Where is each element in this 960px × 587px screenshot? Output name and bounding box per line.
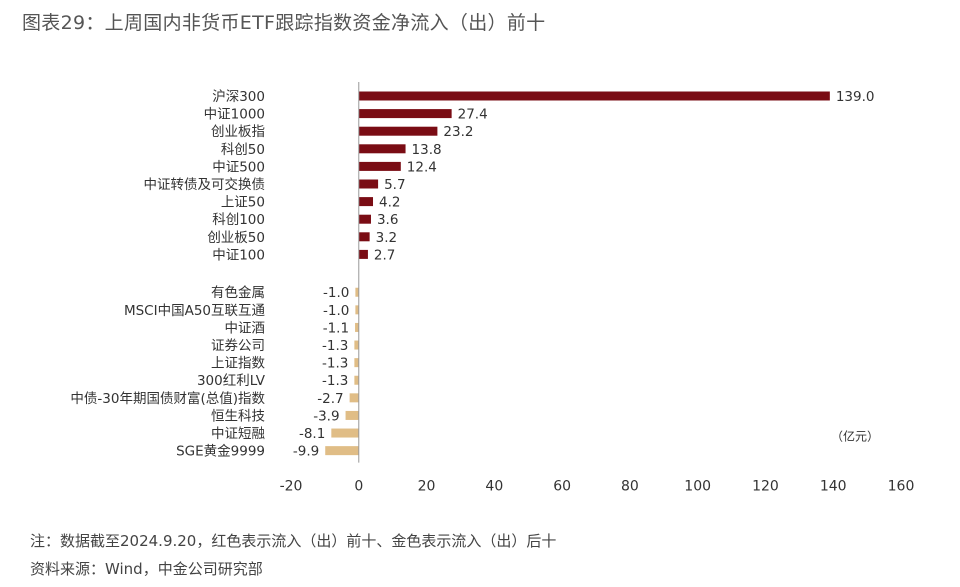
bar [358,91,830,101]
chart-area: 沪深300 139.0 中证1000 27.4 创业板指 23.2 科创50 13.8 中证50… [8,42,952,510]
category-label: 有色金属 [211,284,265,301]
bar [358,197,374,207]
data-label: 12.4 [407,159,437,175]
data-label: -8.1 [299,426,325,442]
x-tick-label: 160 [888,479,915,495]
data-label: 4.2 [379,195,400,211]
category-label: MSCI中国A50互联互通 [124,303,266,319]
category-label: 创业板指 [211,124,265,140]
x-tick-label: 40 [485,479,503,495]
category-label: 创业板50 [207,230,265,246]
source-note: 资料来源：Wind，中金公司研究部 [30,560,263,578]
bar [325,446,359,456]
x-tick-label: 140 [820,479,847,495]
data-label: 2.7 [374,247,395,263]
x-tick-label: 60 [553,479,571,495]
bar [354,358,359,368]
footnote: 注：数据截至2024.9.20，红色表示流入（出）前十、金色表示流入（出）后十 [30,532,557,550]
bar [358,126,438,136]
data-label: -1.1 [323,320,349,336]
bar [355,322,359,332]
data-label: -3.9 [313,408,339,424]
bar [358,109,452,119]
data-label: -1.0 [323,285,349,301]
data-label: -1.3 [322,356,348,372]
category-label: 证券公司 [211,338,265,354]
data-label: 23.2 [443,124,473,140]
bar [331,428,359,438]
data-label: 3.2 [376,230,397,246]
category-label: 中证1000 [204,107,265,123]
category-label: 上证指数 [211,356,265,372]
data-label: -1.0 [323,303,349,319]
category-label: SGE黄金9999 [176,444,265,460]
bar [355,287,359,297]
x-tick-label: 20 [418,479,436,495]
bar [358,232,370,242]
bar [358,144,406,154]
category-label: 中债-30年期国债财富(总值)指数 [70,390,265,407]
x-tick-label: 100 [684,479,711,495]
bar [354,340,359,350]
bar [358,214,371,224]
data-label: 5.7 [384,177,405,193]
category-label: 300红利LV [197,373,266,389]
category-label: 中证短融 [211,426,265,442]
x-tick-label: 0 [354,479,363,495]
category-label: 中证100 [212,247,265,263]
x-tick-label: 120 [752,479,779,495]
bar [345,410,359,420]
category-label: 中证酒 [225,320,266,336]
category-label: 沪深300 [212,89,265,105]
bar [358,249,368,259]
category-label: 中证转债及可交换债 [144,176,266,193]
data-label: 139.0 [836,89,875,105]
data-label: -9.9 [293,444,319,460]
bar [358,179,379,189]
chart-title: 图表29：上周国内非货币ETF跟踪指数资金净流入（出）前十 [22,12,546,34]
category-label: 中证500 [212,159,265,175]
data-label: 13.8 [412,142,442,158]
bar [349,393,359,403]
data-label: -1.3 [322,338,348,354]
x-tick-label: 80 [621,479,639,495]
data-label: -1.3 [322,373,348,389]
category-label: 科创100 [212,212,265,228]
data-label: -2.7 [317,391,343,407]
bar [355,305,359,315]
bar [354,375,359,385]
bar [358,161,401,171]
data-label: 3.6 [377,212,398,228]
category-label: 恒生科技 [211,408,265,424]
category-label: 上证50 [221,195,265,211]
data-label: 27.4 [458,107,488,123]
x-tick-label: -20 [280,479,303,495]
unit-label: （亿元） [831,429,879,444]
category-label: 科创50 [221,142,265,158]
